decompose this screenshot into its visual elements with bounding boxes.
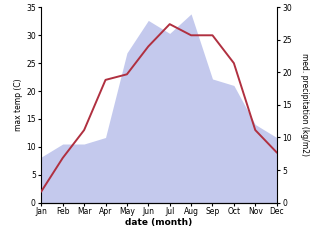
Y-axis label: max temp (C): max temp (C) [14,79,23,131]
X-axis label: date (month): date (month) [125,219,193,227]
Y-axis label: med. precipitation (kg/m2): med. precipitation (kg/m2) [300,53,309,157]
